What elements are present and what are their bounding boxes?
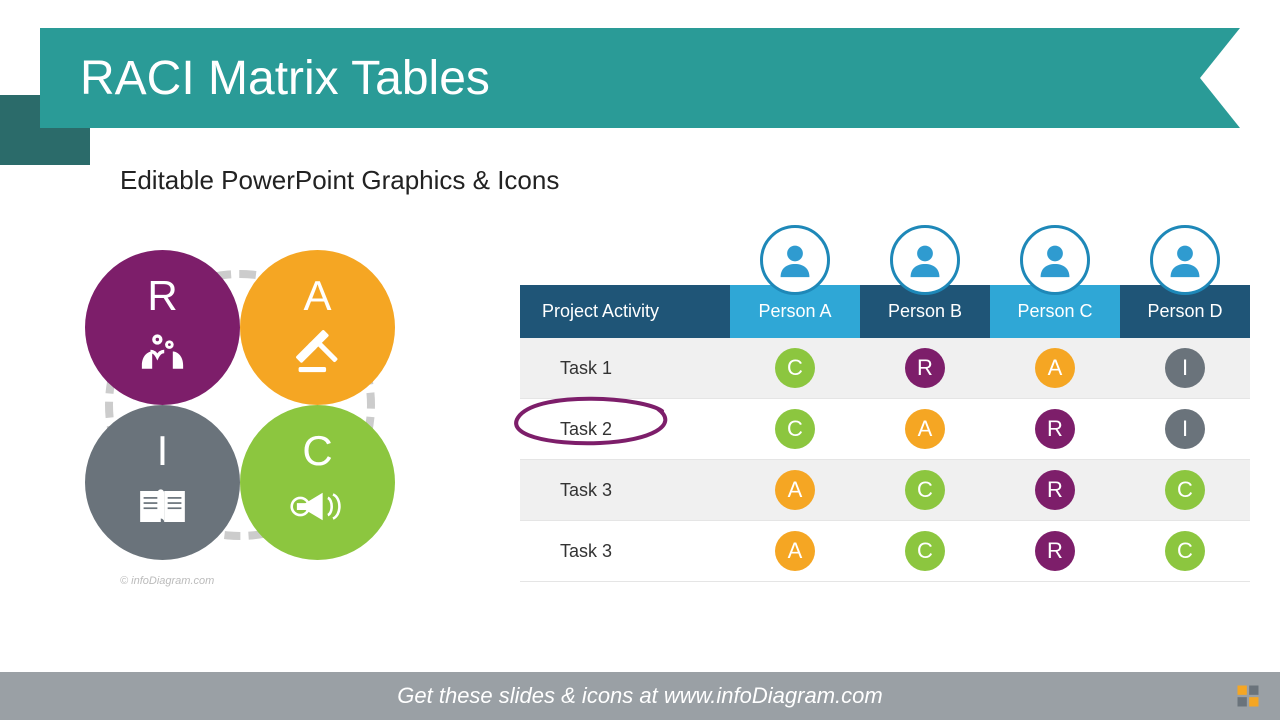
raci-circle-c: C [240,405,395,560]
raci-badge-c: C [775,409,815,449]
raci-cell: I [1120,399,1250,460]
page-title: RACI Matrix Tables [80,51,490,106]
raci-cell: C [860,460,990,521]
raci-cell: A [730,521,860,582]
table-row: Task 3 A C R C [520,521,1250,582]
raci-badge-r: R [905,348,945,388]
raci-badge-c: C [905,531,945,571]
hand-drawn-circle-icon [502,393,682,448]
hands-gears-icon [135,324,190,384]
person-icon [1150,225,1220,295]
subtitle: Editable PowerPoint Graphics & Icons [120,165,559,196]
book-icon [135,479,190,539]
raci-badge-c: C [775,348,815,388]
raci-letter: C [302,427,332,475]
raci-badge-c: C [905,470,945,510]
table-row: Task 2 C A R I [520,399,1250,460]
raci-badge-a: A [905,409,945,449]
raci-badge-c: C [1165,531,1205,571]
person-icon [760,225,830,295]
col-activity: Project Activity [520,285,730,338]
raci-badge-i: I [1165,348,1205,388]
gavel-icon [290,324,345,384]
raci-circle-r: R [85,250,240,405]
task-cell: Task 1 [520,338,730,399]
raci-badge-a: A [775,470,815,510]
raci-cell: C [730,399,860,460]
raci-cell: A [990,338,1120,399]
footer-text: Get these slides & icons at www.infoDiag… [397,683,882,709]
raci-cell: R [860,338,990,399]
megaphone-icon [290,479,345,539]
task-cell: Task 3 [520,460,730,521]
person-icon [1020,225,1090,295]
raci-circle-a: A [240,250,395,405]
raci-badge-r: R [1035,531,1075,571]
person-icon-row [520,225,1250,285]
footer-bar: Get these slides & icons at www.infoDiag… [0,672,1280,720]
raci-letter: A [303,272,331,320]
raci-cell: R [990,521,1120,582]
task-cell: Task 2 [520,399,730,460]
title-ribbon: RACI Matrix Tables [40,28,1240,128]
raci-cell: C [1120,521,1250,582]
raci-letter: I [157,427,169,475]
raci-table-wrap: Project ActivityPerson APerson BPerson C… [520,225,1250,582]
raci-cell: A [730,460,860,521]
raci-cell: R [990,399,1120,460]
raci-cell: A [860,399,990,460]
raci-badge-c: C [1165,470,1205,510]
task-cell: Task 3 [520,521,730,582]
raci-icon-cluster: R A I C [85,250,395,560]
footer-logo-icon [1234,682,1262,710]
raci-cell: C [860,521,990,582]
raci-badge-a: A [775,531,815,571]
raci-cell: I [1120,338,1250,399]
table-row: Task 1 C R A I [520,338,1250,399]
raci-cell: C [730,338,860,399]
raci-badge-r: R [1035,409,1075,449]
raci-table: Project ActivityPerson APerson BPerson C… [520,285,1250,582]
raci-circle-i: I [85,405,240,560]
raci-letter: R [147,272,177,320]
raci-badge-r: R [1035,470,1075,510]
person-icon [890,225,960,295]
watermark: © infoDiagram.com [120,575,214,587]
raci-badge-a: A [1035,348,1075,388]
raci-badge-i: I [1165,409,1205,449]
raci-cell: R [990,460,1120,521]
table-row: Task 3 A C R C [520,460,1250,521]
raci-cell: C [1120,460,1250,521]
